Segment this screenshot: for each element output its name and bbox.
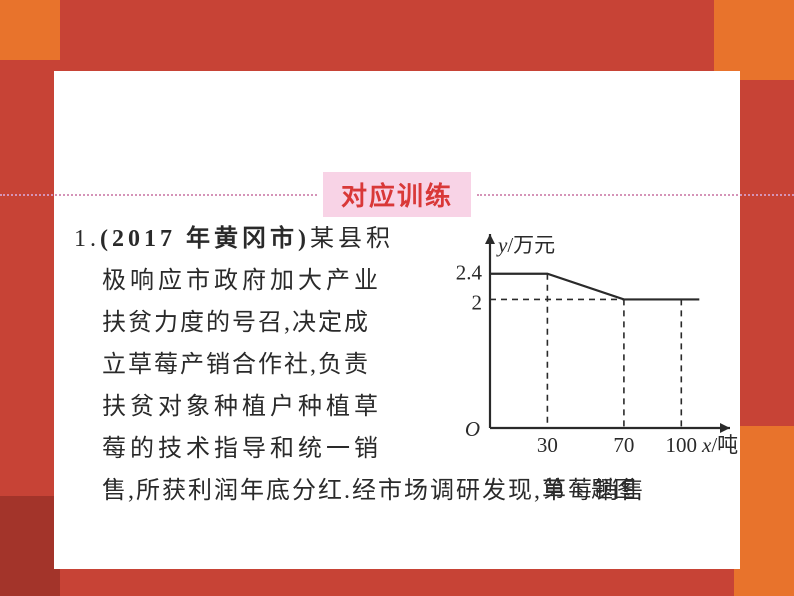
divider-right: [477, 194, 794, 196]
problem-line-6: 莓的技术指导和统一销: [74, 428, 419, 470]
section-title-box: 对应训练: [323, 172, 471, 217]
svg-text:30: 30: [537, 433, 558, 457]
bg-decoration-tl: [0, 0, 60, 60]
chart-caption: 第 1 题图: [435, 472, 745, 504]
bg-decoration-bl: [0, 496, 60, 596]
svg-text:100: 100: [666, 433, 698, 457]
chart-svg: O 2.4 2 30 70 100 y/万元 x/吨: [435, 218, 745, 463]
svg-text:70: 70: [613, 433, 634, 457]
problem-number: 1.: [74, 226, 100, 252]
problem-line-5: 扶贫对象种植户种植草: [74, 386, 419, 428]
svg-text:O: O: [465, 417, 480, 441]
svg-text:2.4: 2.4: [456, 261, 483, 285]
svg-text:y/万元: y/万元: [496, 233, 555, 257]
section-header: 对应训练: [0, 172, 794, 217]
svg-text:2: 2: [472, 290, 483, 314]
problem-line-1: 1.(2017 年黄冈市)某县积: [74, 218, 419, 260]
bg-decoration-tr: [714, 0, 794, 80]
problem-line-3: 扶贫力度的号召,决定成: [74, 302, 419, 344]
svg-text:x/吨: x/吨: [701, 433, 738, 457]
section-title: 对应训练: [341, 181, 453, 211]
problem-l1-rest: 某县积: [310, 226, 394, 252]
problem-line-4: 立草莓产销合作社,负责: [74, 344, 419, 386]
chart-container: O 2.4 2 30 70 100 y/万元 x/吨 第 1 题图: [435, 218, 745, 528]
divider-left: [0, 194, 317, 196]
problem-source: (2017 年黄冈市): [100, 226, 310, 252]
problem-line-2: 极响应市政府加大产业: [74, 260, 419, 302]
